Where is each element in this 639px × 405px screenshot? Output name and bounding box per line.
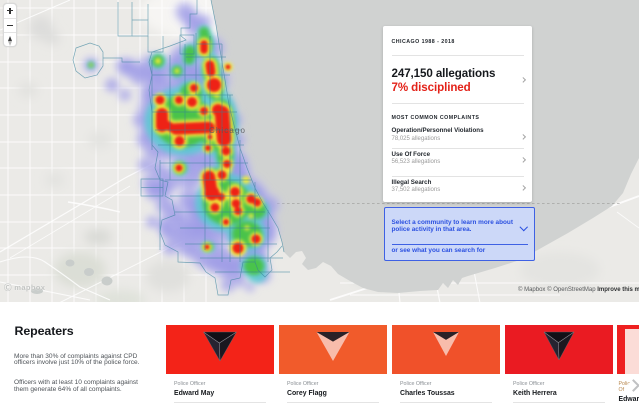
svg-text:Chicago: Chicago bbox=[209, 126, 246, 135]
